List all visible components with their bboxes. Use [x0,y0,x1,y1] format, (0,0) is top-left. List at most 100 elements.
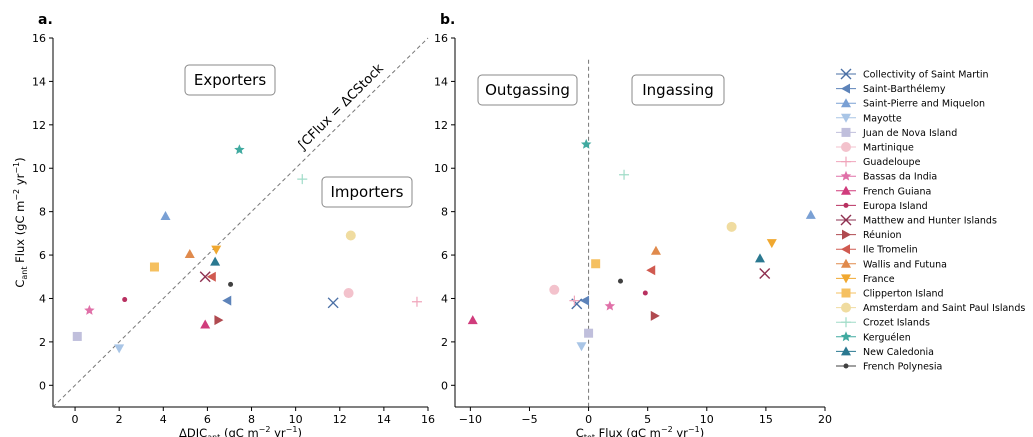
y-tick-label: 14 [32,75,46,88]
legend-label: Saint-Pierre and Miquelon [863,99,985,110]
x-tick-label: 10 [700,413,714,426]
point-ile-tromelin [646,265,656,276]
x-tick-label: 15 [759,413,773,426]
legend-label: Juan de Nova Island [862,128,957,139]
legend-label: Crozet Islands [863,318,930,329]
legend-marker [840,214,852,226]
x-tick-label: −5 [521,413,537,426]
legend-item-saint-barth-lemy: Saint-Barthélemy [836,83,946,95]
legend-marker [841,302,851,313]
point-crozet-islands [297,174,308,185]
point-new-caledonia [754,253,765,263]
point-guadeloupe [411,296,422,307]
legend-item-ile-tromelin: Ile Tromelin [836,244,918,256]
y-tick-label: 10 [32,162,46,175]
legend-item-crozet-islands: Crozet Islands [836,317,930,329]
point-bassas-da-india [84,304,95,315]
legend-label: French Polynesia [863,362,942,373]
point-saint-pierre-and-miquelon [805,209,816,219]
legend-label: Martinique [863,143,914,154]
y-tick-label: 6 [39,249,46,262]
point-saint-pierre-and-miquelon [160,210,171,220]
legend-label: Clipperton Island [863,289,944,300]
point-mayotte [576,342,587,352]
legend-marker [841,274,851,284]
legend-item-new-caledonia: New Caledonia [836,346,934,358]
point-r-union [214,315,224,326]
legend-marker [840,68,852,80]
y-tick-label: 4 [39,292,46,305]
point-martinique [549,284,560,295]
outgassing-annotation-box [477,74,578,106]
x-tick-label: 4 [160,413,167,426]
legend-label: Kerguélen [863,332,911,343]
legend-item-france: France [836,274,895,285]
legend-item-guadeloupe: Guadeloupe [836,156,921,168]
y-tick-label: 2 [39,336,46,349]
x-tick-label: 12 [333,413,347,426]
point-collectivity-of-saint-martin [327,297,339,309]
legend-label: Mayotte [863,113,902,124]
x-tick-label: 6 [204,413,211,426]
legend-label: Matthew and Hunter Islands [863,216,997,227]
legend-marker [841,156,851,167]
panel-b: b. 0 2 4 6 8 10 12 14 16 −10 −5 0 5 10 15 20 Outgassing I… [434,12,832,437]
legend-label: Bassas da India [863,172,937,183]
y-tick-label: 12 [32,119,46,132]
legend-item-kergu-len: Kerguélen [836,331,911,343]
legend-marker [841,346,851,356]
legend-item-martinique: Martinique [836,142,914,154]
x-tick-label: 20 [818,413,832,426]
outgassing-annotation: Outgassing [485,81,570,99]
y-tick-label: 10 [434,162,448,175]
point-france [211,245,222,255]
y-tick-label: 8 [39,206,46,219]
point-saint-barth-lemy [580,295,590,306]
legend-marker [841,142,851,152]
legend-marker [841,83,850,94]
legend-marker [841,317,851,328]
legend-label: Amsterdam and Saint Paul Islands [863,303,1025,314]
x-tick-label: 0 [72,413,79,426]
ingassing-annotation-box [631,74,725,106]
point-guadeloupe [569,295,580,306]
point-crozet-islands [619,169,630,180]
legend-marker [842,229,851,240]
point-kergu-len [234,144,245,155]
point-saint-barth-lemy [222,295,232,306]
y-tick-label: 12 [434,119,448,132]
legend-label: Europa Island [863,201,928,212]
point-ile-tromelin [206,271,216,282]
point-matthew-and-hunter-islands [199,271,211,283]
legend-label: Réunion [863,230,902,241]
panel-b-letter: b. [440,12,455,28]
point-europa-island [642,290,648,296]
point-r-union [650,310,660,321]
legend-item-saint-pierre-and-miquelon: Saint-Pierre and Miquelon [836,98,985,110]
legend-label: Ile Tromelin [863,245,918,256]
y-axis-label: Cant Flux (gC m−2 yr−1) [12,157,29,287]
legend-item-french-guiana: French Guiana [836,185,931,197]
legend-label: Saint-Barthélemy [863,84,946,95]
x-tick-label: 0 [585,413,592,426]
point-amsterdam-and-saint-paul-islands [726,221,737,232]
point-french-polynesia [617,278,623,284]
legend-label: French Guiana [863,186,931,197]
legend-item-amsterdam-and-saint-paul-islands: Amsterdam and Saint Paul Islands [836,302,1025,314]
y-tick-label: 8 [441,206,448,219]
legend-marker [843,202,849,208]
legend-marker [840,331,852,342]
point-french-guiana [467,315,478,325]
y-tick-label: 0 [441,379,448,392]
y-tick-label: 0 [39,379,46,392]
legend-item-wallis-and-futuna: Wallis and Futuna [836,258,947,270]
legend-marker [843,363,849,369]
legend-marker [841,185,851,195]
point-wallis-and-futuna [184,248,195,258]
point-clipperton-island [149,262,159,272]
point-juan-de-nova-island [584,328,594,338]
point-kergu-len [580,138,592,149]
x-tick-label: 14 [377,413,391,426]
legend-item-europa-island: Europa Island [836,201,928,212]
y-tick-label: 4 [441,292,448,305]
